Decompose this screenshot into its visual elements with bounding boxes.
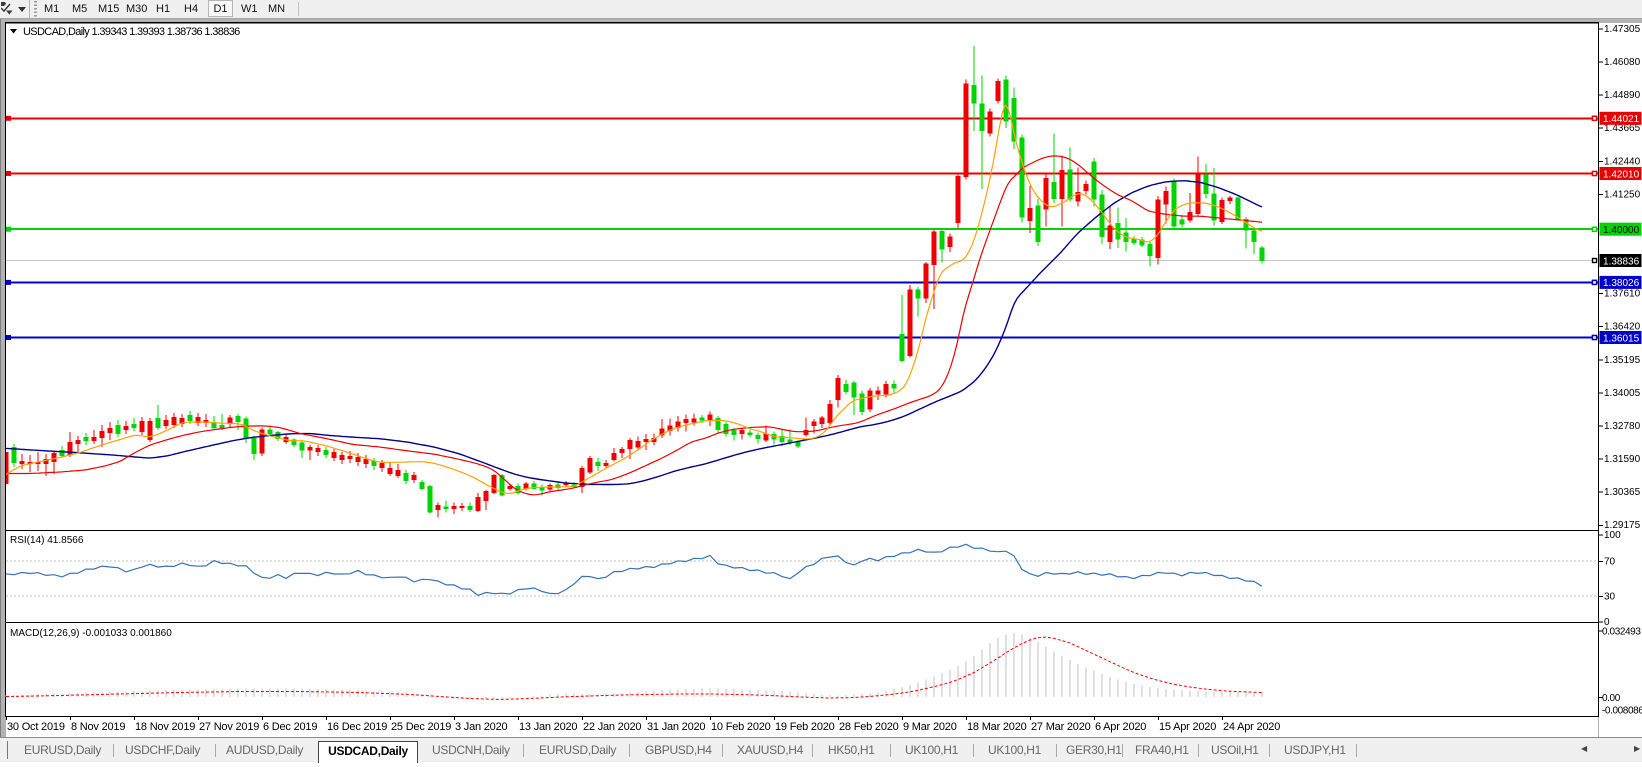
svg-text:10 Feb 2020: 10 Feb 2020	[711, 721, 771, 733]
svg-text:1.46080: 1.46080	[1604, 57, 1641, 68]
svg-text:30: 30	[1604, 592, 1616, 603]
svg-text:31 Jan 2020: 31 Jan 2020	[647, 721, 705, 733]
svg-text:1.42010: 1.42010	[1603, 169, 1640, 180]
svg-text:30 Oct 2019: 30 Oct 2019	[7, 721, 65, 733]
svg-text:1.41250: 1.41250	[1604, 189, 1641, 200]
svg-text:1.35195: 1.35195	[1604, 355, 1641, 366]
svg-text:1.38026: 1.38026	[1603, 278, 1640, 289]
svg-text:1.30365: 1.30365	[1604, 487, 1641, 498]
svg-text:1.31590: 1.31590	[1604, 454, 1641, 465]
svg-text:28 Feb 2020: 28 Feb 2020	[839, 721, 899, 733]
svg-text:0.032493: 0.032493	[1602, 627, 1641, 638]
svg-text:18 Mar 2020: 18 Mar 2020	[967, 721, 1027, 733]
svg-text:25 Dec 2019: 25 Dec 2019	[391, 721, 451, 733]
svg-text:16 Dec 2019: 16 Dec 2019	[327, 721, 387, 733]
svg-text:-0.008086: -0.008086	[1602, 706, 1642, 717]
svg-text:1.40000: 1.40000	[1603, 225, 1640, 236]
svg-text:18 Nov 2019: 18 Nov 2019	[135, 721, 195, 733]
svg-text:6 Apr 2020: 6 Apr 2020	[1095, 721, 1146, 733]
svg-text:15 Apr 2020: 15 Apr 2020	[1159, 721, 1216, 733]
svg-text:RSI(14) 41.8566: RSI(14) 41.8566	[10, 535, 84, 546]
svg-text:USDCAD,Daily 1.39343 1.39393: USDCAD,Daily 1.39343 1.39393 1.38736 1.3…	[23, 26, 240, 38]
svg-text:1.36015: 1.36015	[1603, 333, 1640, 344]
svg-text:13 Jan 2020: 13 Jan 2020	[519, 721, 577, 733]
svg-text:MACD(12,26,9) -0.001033 0.0018: MACD(12,26,9) -0.001033 0.001860	[10, 628, 172, 639]
svg-text:24 Apr 2020: 24 Apr 2020	[1223, 721, 1280, 733]
svg-text:1.44021: 1.44021	[1603, 114, 1640, 125]
svg-text:0.00: 0.00	[1602, 693, 1621, 704]
svg-text:22 Jan 2020: 22 Jan 2020	[583, 721, 641, 733]
svg-text:1.37610: 1.37610	[1604, 289, 1641, 300]
svg-text:19 Feb 2020: 19 Feb 2020	[775, 721, 835, 733]
svg-text:70: 70	[1604, 557, 1616, 568]
svg-text:6 Dec 2019: 6 Dec 2019	[263, 721, 317, 733]
svg-text:1.47305: 1.47305	[1604, 24, 1641, 35]
svg-text:1.38836: 1.38836	[1603, 256, 1640, 267]
svg-text:27 Nov 2019: 27 Nov 2019	[199, 721, 259, 733]
svg-text:3 Jan 2020: 3 Jan 2020	[455, 721, 508, 733]
svg-text:9 Mar 2020: 9 Mar 2020	[903, 721, 957, 733]
svg-text:100: 100	[1604, 530, 1621, 541]
svg-text:8 Nov 2019: 8 Nov 2019	[71, 721, 125, 733]
svg-text:1.44890: 1.44890	[1604, 90, 1641, 101]
svg-text:27 Mar 2020: 27 Mar 2020	[1031, 721, 1091, 733]
svg-text:1.32780: 1.32780	[1604, 421, 1641, 432]
svg-text:1.42440: 1.42440	[1604, 156, 1641, 167]
svg-text:1.34005: 1.34005	[1604, 388, 1641, 399]
